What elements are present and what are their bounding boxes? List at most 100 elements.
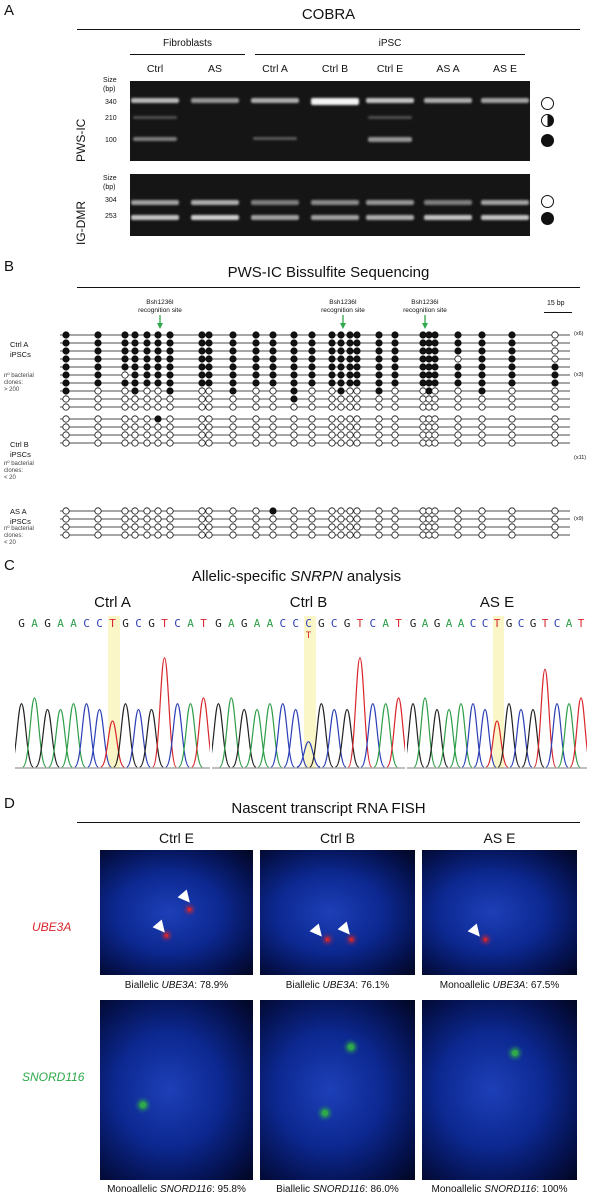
methylated-cpg [425, 331, 433, 339]
unmethylated-cpg [166, 515, 174, 523]
methylated-cpg [121, 379, 129, 387]
methylated-cpg [508, 347, 516, 355]
base-call: C [470, 617, 477, 630]
trace-peak [485, 720, 509, 768]
snp-highlight [108, 616, 120, 768]
unmethylated-cpg [308, 515, 316, 523]
methylated-cpg [94, 331, 102, 339]
gel1-size-label: Size (bp) [103, 77, 117, 93]
methylated-cpg [143, 355, 151, 363]
methylated-cpg [454, 379, 462, 387]
base-call: A [382, 617, 389, 630]
arrowhead-icon [177, 889, 195, 907]
unmethylated-cpg [478, 523, 486, 531]
gel-band [131, 215, 179, 220]
unmethylated-cpg [143, 403, 151, 411]
trace-peak [232, 708, 257, 768]
gel-pws-ic [130, 81, 530, 161]
trace-peak [100, 720, 125, 768]
unmethylated-cpg [205, 423, 213, 431]
mult-x11: (x11) [574, 455, 587, 461]
methylated-cpg [143, 363, 151, 371]
methylated-cpg [143, 339, 151, 347]
unmethylated-cpg [205, 415, 213, 423]
unmethylated-cpg [391, 507, 399, 515]
trace-peak [449, 703, 473, 768]
unmethylated-cpg [229, 431, 237, 439]
clones-ctrl-b: nº bacterial clones: < 20 [4, 461, 34, 481]
unmethylated-cpg [94, 403, 102, 411]
gel-band [424, 215, 472, 220]
methylated-cpg [252, 339, 260, 347]
base-call: G [506, 617, 513, 630]
methylated-cpg [431, 355, 439, 363]
unmethylated-cpg [508, 395, 516, 403]
unmethylated-cpg [454, 423, 462, 431]
methylated-cpg [62, 379, 70, 387]
unmethylated-cpg [166, 395, 174, 403]
base-call: C [292, 617, 299, 630]
methylated-cpg [508, 379, 516, 387]
methylated-cpg [551, 363, 559, 371]
unmethylated-cpg [308, 507, 316, 515]
unmethylated-cpg [205, 507, 213, 515]
scale-bar [544, 312, 572, 313]
panel-d-title: Nascent transcript RNA FISH [231, 800, 426, 817]
unmethylated-cpg [229, 423, 237, 431]
unmethylated-cpg [62, 431, 70, 439]
unmethylated-cpg [308, 523, 316, 531]
trace-peak [407, 703, 425, 768]
methylated-cpg [551, 379, 559, 387]
methylated-cpg [229, 331, 237, 339]
unmethylated-cpg [375, 415, 383, 423]
unmethylated-cpg [131, 415, 139, 423]
chromatogram-trace: G A G A A C C C G C G T C A TT [212, 616, 405, 769]
trace-peak [22, 697, 47, 768]
gel-band [311, 200, 359, 205]
methylated-cpg [290, 379, 298, 387]
unmethylated-cpg [252, 515, 260, 523]
methylated-cpg [454, 339, 462, 347]
methylated-cpg [353, 347, 361, 355]
unmethylated-cpg [391, 403, 399, 411]
methylated-cpg [131, 347, 139, 355]
unmethylated-cpg [308, 415, 316, 423]
unmethylated-cpg [290, 403, 298, 411]
methylated-cpg [94, 355, 102, 363]
methylated-cpg [166, 387, 174, 395]
methylated-cpg [205, 339, 213, 347]
methylated-cpg [508, 331, 516, 339]
unmethylated-cpg [269, 415, 277, 423]
unmethylated-cpg [198, 423, 206, 431]
unmethylated-cpg [308, 439, 316, 447]
unmethylated-cpg [419, 439, 427, 447]
unmethylated-cpg [508, 531, 516, 539]
methylated-cpg [252, 379, 260, 387]
clones-as-a: nº bacterial clones: < 20 [4, 526, 34, 546]
fish-col-ctrl-b: Ctrl B [320, 830, 355, 846]
unmethylated-cpg [431, 523, 439, 531]
unmethylated-cpg [419, 515, 427, 523]
fish-caption: Monoallelic SNORD116: 95.8% [107, 1184, 246, 1195]
methylated-cpg [308, 371, 316, 379]
unmethylated-cpg [143, 439, 151, 447]
unmethylated-cpg [353, 531, 361, 539]
methylated-cpg [346, 347, 354, 355]
unmethylated-cpg [131, 531, 139, 539]
gel-band [191, 98, 239, 103]
unmethylated-cpg [346, 531, 354, 539]
base-call: A [31, 617, 38, 630]
trace-peak [509, 708, 533, 768]
methylated-cpg [62, 363, 70, 371]
panel-b-title: PWS-IC Bissulfite Sequencing [227, 264, 430, 281]
fish-image-ube3a [422, 850, 577, 975]
snp-highlight [304, 616, 316, 768]
base-call: T [542, 617, 549, 630]
unmethylated-cpg [391, 531, 399, 539]
methylated-cpg [551, 371, 559, 379]
unmethylated-cpg [229, 523, 237, 531]
methylated-cpg [198, 331, 206, 339]
trace-peak [126, 708, 151, 768]
unmethylated-cpg [391, 415, 399, 423]
unmethylated-cpg [290, 415, 298, 423]
